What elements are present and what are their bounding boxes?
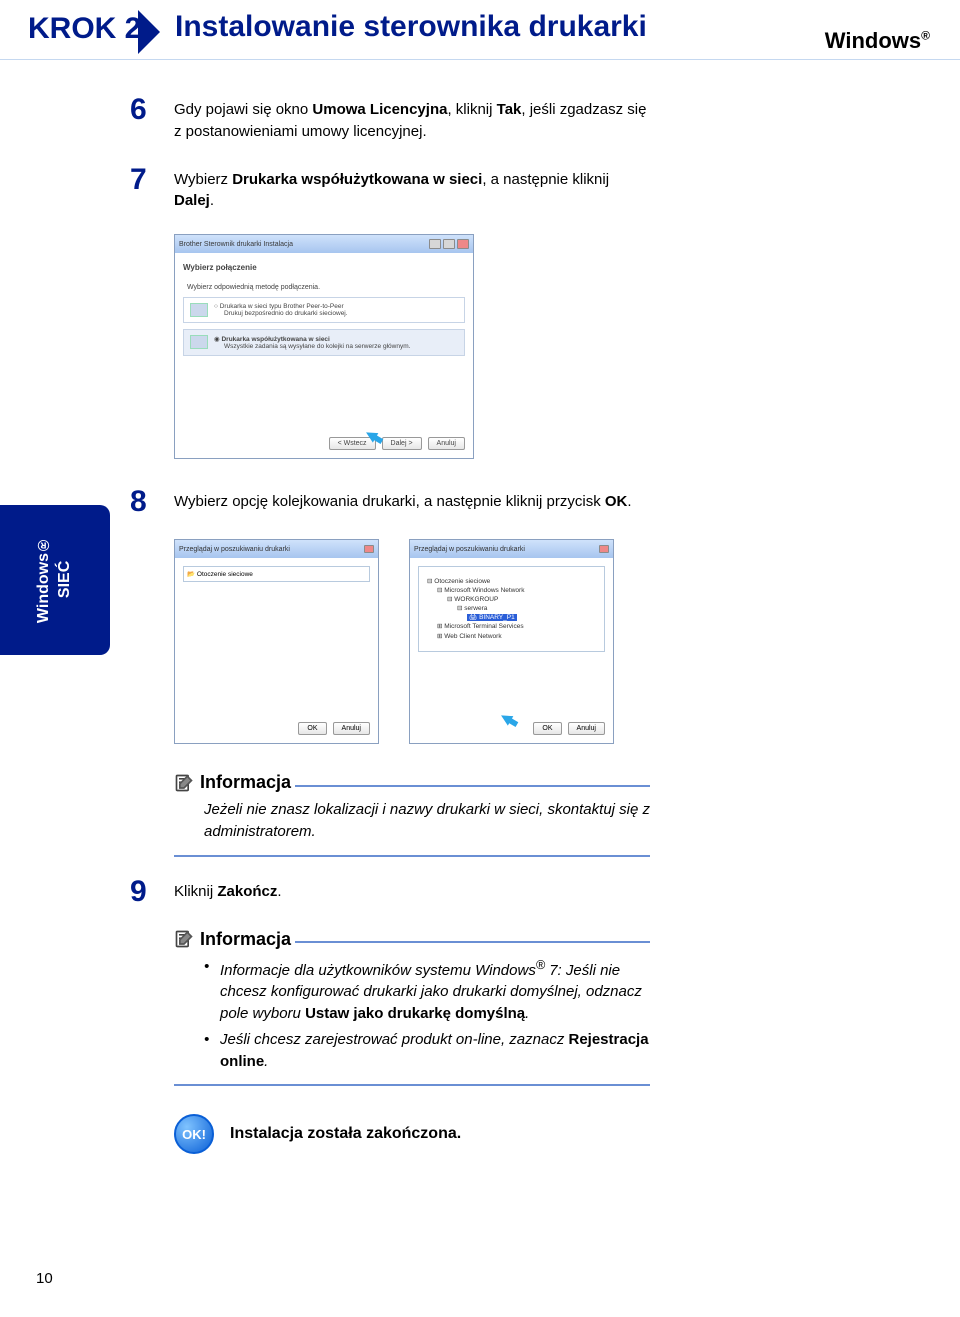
screenshot-wizard: Brother Sterownik drukarki Instalacja Wy… <box>174 234 474 459</box>
step-text: Wybierz opcję kolejkowania drukarki, a n… <box>174 487 632 517</box>
info-bullet-2: Jeśli chcesz zarejestrować produkt on-li… <box>204 1029 650 1073</box>
dialog-section-title: Wybierz połączenie <box>183 263 465 272</box>
note-icon <box>174 929 194 949</box>
page-number: 10 <box>36 1270 53 1287</box>
dialog-buttons: < Wstecz Dalej > Anuluj <box>329 437 465 450</box>
step-7: 7 Wybierz Drukarka współużytkowana w sie… <box>130 165 650 213</box>
screenshot-browse-2: Przeglądaj w poszukiwaniu drukarki ⊟ Oto… <box>409 539 614 744</box>
ok-button[interactable]: OK <box>533 722 561 735</box>
ok-row: OK! Instalacja została zakończona. <box>174 1114 650 1154</box>
step-number: 9 <box>130 877 174 907</box>
info-body: Jeżeli nie znasz lokalizacji i nazwy dru… <box>204 799 650 843</box>
step-6: 6 Gdy pojawi się okno Umowa Licencyjna, … <box>130 95 650 143</box>
ok-badge-icon: OK! <box>174 1114 214 1154</box>
info-label: Informacja <box>200 929 291 950</box>
ok-text: Instalacja została zakończona. <box>230 1125 461 1143</box>
minimize-icon[interactable] <box>429 239 441 249</box>
dialog-body: 📂 Otoczenie sieciowe OK Anuluj <box>175 558 378 743</box>
step-text: Gdy pojawi się okno Umowa Licencyjna, kl… <box>174 95 650 143</box>
titlebar-text: Przeglądaj w poszukiwaniu drukarki <box>179 546 290 553</box>
cancel-button[interactable]: Anuluj <box>428 437 465 450</box>
network-tree[interactable]: ⊟ Otoczenie sieciowe ⊟ Microsoft Windows… <box>427 577 596 641</box>
dialog-body: Wybierz połączenie Wybierz odpowiednią m… <box>175 253 473 458</box>
close-icon[interactable] <box>599 545 609 553</box>
note-icon <box>174 773 194 793</box>
pointer-arrow-icon <box>491 703 526 736</box>
screenshot-browse-1: Przeglądaj w poszukiwaniu drukarki 📂 Oto… <box>174 539 379 744</box>
close-icon[interactable] <box>457 239 469 249</box>
info-label: Informacja <box>200 772 291 793</box>
dialog-buttons: OK Anuluj <box>298 722 370 735</box>
chevron-icon <box>138 10 160 54</box>
screenshot-row: Przeglądaj w poszukiwaniu drukarki 📂 Oto… <box>174 539 650 744</box>
dialog-body: ⊟ Otoczenie sieciowe ⊟ Microsoft Windows… <box>410 558 613 743</box>
titlebar-text: Przeglądaj w poszukiwaniu drukarki <box>414 546 525 553</box>
step-number: 6 <box>130 95 174 143</box>
tree-root[interactable]: 📂 Otoczenie sieciowe <box>183 566 370 582</box>
dialog-hint: Wybierz odpowiednią metodę podłączenia. <box>187 284 461 291</box>
step-text: Wybierz Drukarka współużytkowana w sieci… <box>174 165 650 213</box>
step-number: 8 <box>130 487 174 517</box>
step-8: 8 Wybierz opcję kolejkowania drukarki, a… <box>130 487 650 517</box>
os-label: Windows® <box>825 28 930 54</box>
titlebar: Przeglądaj w poszukiwaniu drukarki <box>410 540 613 558</box>
cancel-button[interactable]: Anuluj <box>333 722 370 735</box>
info-bullet-1: Informacje dla użytkowników systemu Wind… <box>204 956 650 1025</box>
content: 6 Gdy pojawi się okno Umowa Licencyjna, … <box>130 95 650 1154</box>
titlebar: Przeglądaj w poszukiwaniu drukarki <box>175 540 378 558</box>
step-9: 9 Kliknij Zakończ. <box>130 877 650 907</box>
header: KROK 2 Instalowanie sterownika drukarki … <box>0 0 960 60</box>
titlebar-text: Brother Sterownik drukarki Instalacja <box>179 241 293 248</box>
sidebar-tab-text: Windows®SIEĆ <box>34 536 76 623</box>
tree-selected-item[interactable]: 🖨 BINARY_P1 <box>467 614 517 621</box>
info-header: Informacja <box>174 929 650 956</box>
step-number: 7 <box>130 165 174 213</box>
info-box-2: Informacja Informacje dla użytkowników s… <box>174 929 650 1087</box>
option-p2p[interactable]: ○ Drukarka w sieci typu Brother Peer-to-… <box>183 297 465 323</box>
ok-button[interactable]: OK <box>298 722 326 735</box>
cancel-button[interactable]: Anuluj <box>568 722 605 735</box>
close-icon[interactable] <box>364 545 374 553</box>
info-body: Informacje dla użytkowników systemu Wind… <box>204 956 650 1073</box>
dialog-buttons: OK Anuluj <box>533 722 605 735</box>
titlebar: Brother Sterownik drukarki Instalacja <box>175 235 473 253</box>
step-label: KROK 2 <box>28 12 141 46</box>
page-title: Instalowanie sterownika drukarki <box>175 10 647 44</box>
os-reg: ® <box>921 29 930 43</box>
sidebar-tab: Windows®SIEĆ <box>0 505 110 655</box>
os-name: Windows <box>825 28 921 53</box>
maximize-icon[interactable] <box>443 239 455 249</box>
step-text: Kliknij Zakończ. <box>174 877 282 907</box>
option-shared[interactable]: ◉ Drukarka współużytkowana w sieci Wszys… <box>183 329 465 356</box>
window-buttons <box>429 239 469 249</box>
info-box-1: Informacja Jeżeli nie znasz lokalizacji … <box>174 772 650 857</box>
info-header: Informacja <box>174 772 650 799</box>
